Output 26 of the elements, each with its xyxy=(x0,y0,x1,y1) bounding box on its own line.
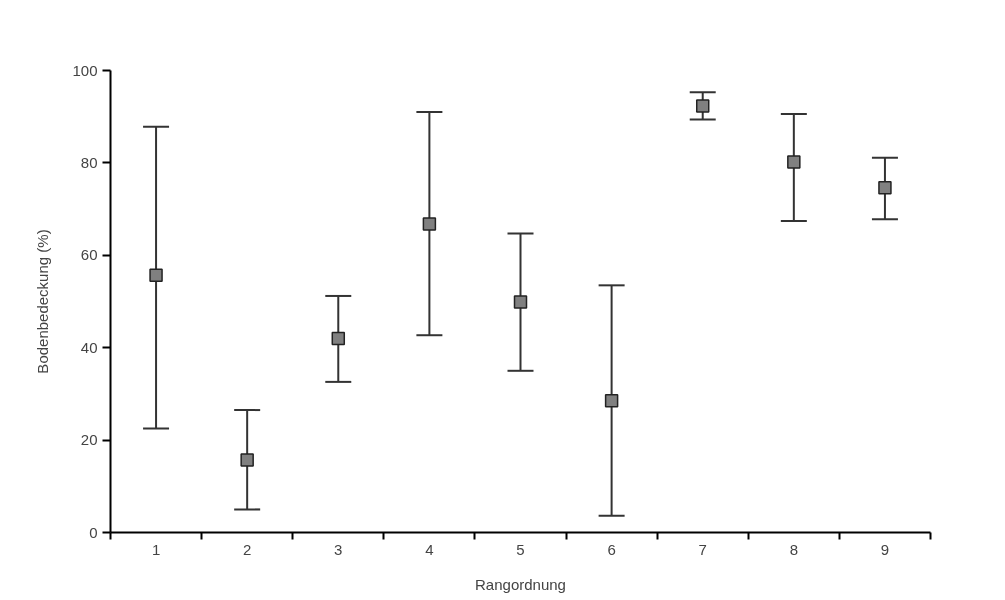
y-tick-label: 100 xyxy=(72,61,98,79)
y-tick-label: 60 xyxy=(80,246,98,264)
point xyxy=(513,295,528,309)
x-tick-label: 6 xyxy=(607,540,616,558)
x-tick-label: 8 xyxy=(789,540,799,558)
x-tick-label: 9 xyxy=(880,540,890,558)
y-tick-label: 20 xyxy=(80,431,98,449)
point xyxy=(787,155,801,169)
y-tick-label: 0 xyxy=(89,523,98,541)
x-tick-label: 2 xyxy=(243,540,252,558)
point xyxy=(240,453,254,467)
x-tick-label: 7 xyxy=(698,540,707,558)
point xyxy=(331,331,346,346)
x-axis-title: Rangordnung xyxy=(475,575,566,593)
point xyxy=(422,217,437,231)
y-tick-label: 80 xyxy=(80,153,98,171)
x-tick-label: 4 xyxy=(425,540,434,558)
x-tick-label: 5 xyxy=(516,540,525,558)
point xyxy=(695,99,710,113)
x-tick-label: 1 xyxy=(151,540,161,558)
y-axis-title: Bodenbedeckung (%) xyxy=(34,229,52,374)
point xyxy=(878,181,892,195)
point xyxy=(149,268,163,282)
y-tick-label: 40 xyxy=(80,338,98,356)
x-tick-label: 3 xyxy=(334,540,343,558)
point xyxy=(604,394,619,408)
